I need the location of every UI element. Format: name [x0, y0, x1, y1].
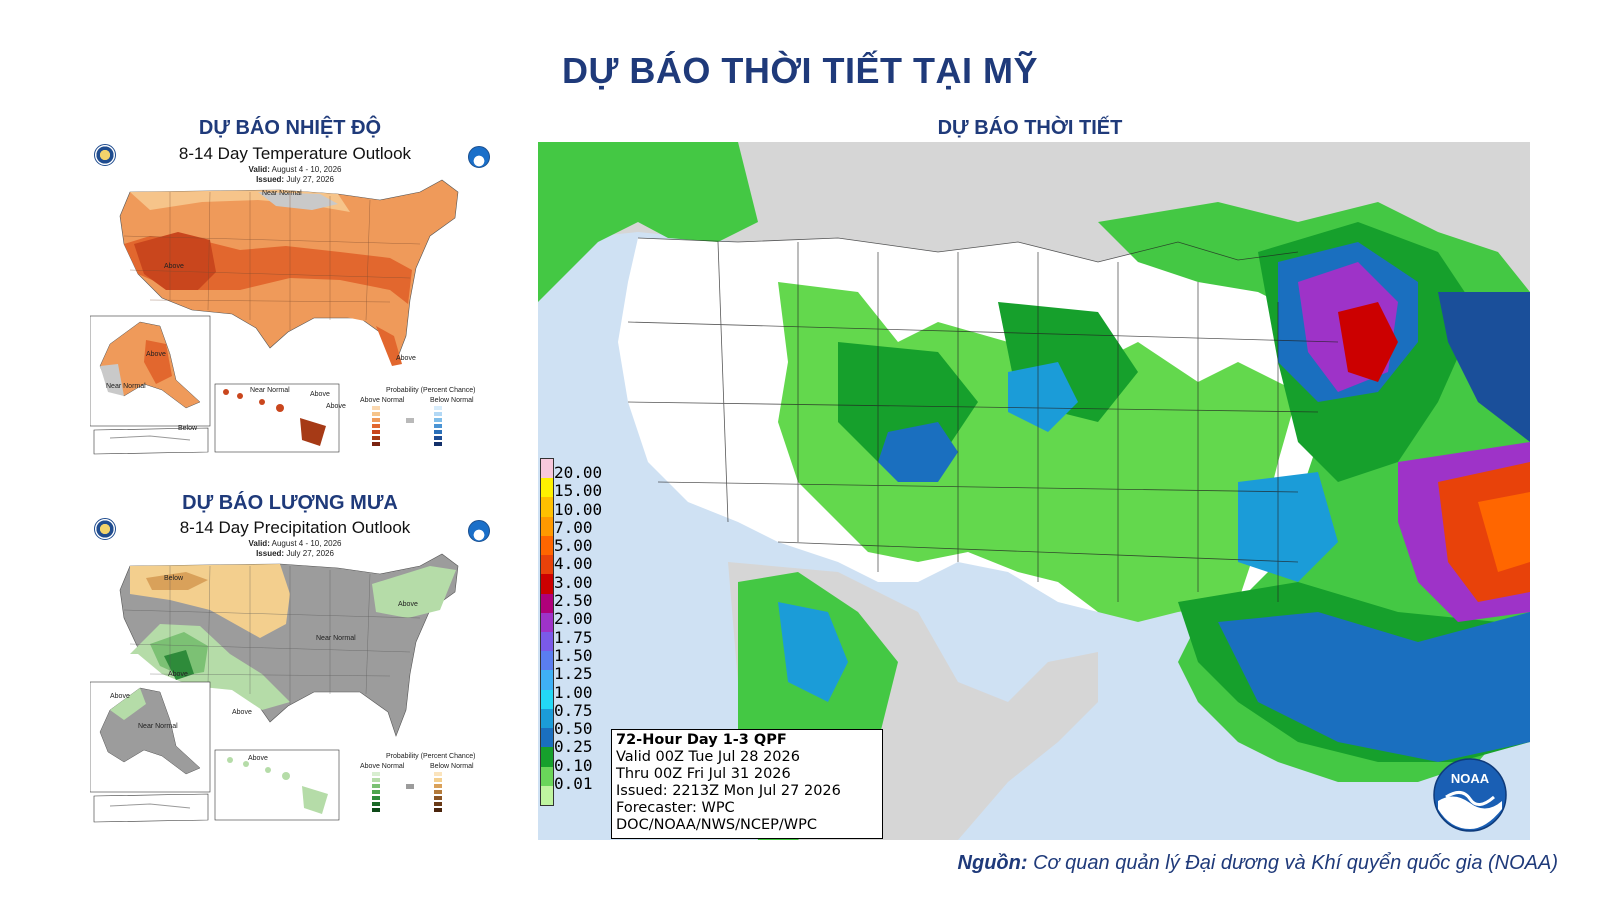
doc-seal-icon — [94, 144, 116, 166]
qpf-legend-label: 0.50 — [554, 719, 593, 739]
qpf-legend-swatch — [541, 766, 553, 786]
svg-text:Below: Below — [164, 575, 184, 582]
qpf-legend-swatch — [541, 516, 553, 536]
svg-text:NOAA: NOAA — [1451, 771, 1490, 786]
qpf-section-title: DỰ BÁO THỜI TIẾT — [937, 117, 1123, 139]
precipitation-section-title: DỰ BÁO LƯỢNG MƯA — [182, 492, 398, 514]
temperature-issued-line: Issued: July 27, 2026 — [256, 175, 334, 184]
qpf-legend-label: 1.75 — [554, 627, 593, 647]
svg-text:Above Normal: Above Normal — [360, 763, 405, 770]
svg-text:Probability (Percent Chance): Probability (Percent Chance) — [386, 387, 476, 394]
qpf-legend-label: 2.50 — [554, 591, 593, 611]
qpf-legend-label: 15.00 — [554, 481, 603, 501]
svg-text:Near Normal: Near Normal — [262, 190, 302, 197]
qpf-legend-swatch — [541, 631, 553, 652]
qpf-legend-swatch — [541, 747, 553, 767]
temperature-outlook-map: 8-14 Day Temperature Outlook Valid: Augu… — [90, 140, 500, 466]
precipitation-valid-line: Valid: August 4 - 10, 2026 — [248, 539, 342, 548]
page-title: DỰ BÁO THỜI TIẾT TẠI MỸ — [561, 50, 1039, 91]
temperature-section-title: DỰ BÁO NHIỆT ĐỘ — [198, 117, 382, 139]
qpf-legend-swatch — [541, 689, 553, 709]
precipitation-map-shapes: Below Above Near Normal Above Above Abov… — [90, 553, 476, 823]
qpf-legend-label: 0.10 — [554, 755, 593, 775]
qpf-info-agency: DOC/NOAA/NWS/NCEP/WPC — [616, 817, 817, 833]
qpf-color-legend — [540, 458, 554, 806]
qpf-legend-label: 2.00 — [554, 609, 593, 629]
qpf-legend-label: 0.25 — [554, 737, 593, 757]
qpf-legend-swatch — [541, 785, 553, 805]
svg-text:Near Normal: Near Normal — [106, 383, 146, 390]
qpf-info-issued: Issued: 2213Z Mon Jul 27 2026 — [616, 783, 841, 799]
temperature-valid-line: Valid: August 4 - 10, 2026 — [248, 165, 342, 174]
svg-text:Below Normal: Below Normal — [430, 763, 474, 770]
qpf-legend-swatch — [541, 728, 553, 748]
qpf-legend-label: 3.00 — [554, 572, 593, 592]
qpf-legend-label: 20.00 — [554, 463, 603, 482]
noaa-logo-icon: NOAA — [1433, 758, 1507, 832]
svg-text:Probability (Percent Chance): Probability (Percent Chance) — [386, 753, 476, 760]
qpf-legend-label: 4.00 — [554, 554, 593, 574]
svg-text:Above: Above — [310, 391, 330, 398]
noaa-small-logo-icon — [468, 520, 490, 542]
qpf-legend-swatch — [541, 708, 553, 729]
precipitation-issued-line: Issued: July 27, 2026 — [256, 549, 334, 558]
svg-text:Above: Above — [146, 351, 166, 358]
precipitation-outlook-map: 8-14 Day Precipitation Outlook Valid: Au… — [90, 514, 500, 840]
qpf-info-thru: Thru 00Z Fri Jul 31 2026 — [616, 766, 791, 782]
qpf-legend-swatch — [541, 612, 553, 632]
svg-text:Above: Above — [164, 263, 184, 270]
qpf-legend-labels: 20.00 15.00 10.00 7.00 5.00 4.00 3.00 2.50 2.00 1… — [554, 463, 603, 794]
temperature-map-shapes: Near Normal Above Above Above Near Norma… — [90, 179, 476, 455]
qpf-map — [538, 142, 1530, 840]
qpf-legend-swatch — [541, 651, 553, 671]
qpf-legend-swatch — [541, 670, 553, 690]
qpf-info-box: 72-Hour Day 1-3 QPF Valid 00Z Tue Jul 28… — [611, 729, 883, 839]
svg-text:Above: Above — [232, 709, 252, 716]
qpf-legend-swatch — [541, 555, 553, 575]
qpf-legend-label: 10.00 — [554, 499, 603, 519]
svg-text:Below Normal: Below Normal — [430, 397, 474, 404]
qpf-legend-label: 5.00 — [554, 536, 593, 556]
svg-text:Above: Above — [396, 355, 416, 362]
qpf-legend-label: 1.50 — [554, 645, 593, 665]
qpf-legend-swatch — [541, 459, 553, 479]
svg-text:Near Normal: Near Normal — [250, 387, 290, 394]
qpf-legend-swatch — [541, 478, 553, 498]
qpf-legend-swatch — [541, 593, 553, 613]
svg-text:Above: Above — [110, 693, 130, 700]
svg-text:Above: Above — [398, 601, 418, 608]
qpf-legend-label: 1.00 — [554, 682, 593, 702]
noaa-small-logo-icon — [468, 146, 490, 168]
qpf-map-shapes — [538, 142, 1530, 840]
svg-text:Above: Above — [326, 403, 346, 410]
svg-text:Above: Above — [248, 755, 268, 762]
svg-text:Near Normal: Near Normal — [138, 723, 178, 730]
qpf-legend-label: 1.25 — [554, 664, 593, 684]
qpf-info-valid: Valid 00Z Tue Jul 28 2026 — [616, 749, 800, 765]
svg-text:Near Normal: Near Normal — [316, 635, 356, 642]
qpf-legend-label: 0.01 — [554, 774, 593, 794]
qpf-legend-label: 0.75 — [554, 700, 593, 720]
svg-text:Above: Above — [168, 671, 188, 678]
qpf-legend-label: 7.00 — [554, 517, 593, 537]
qpf-legend-swatch — [541, 574, 553, 594]
doc-seal-icon — [94, 518, 116, 540]
svg-text:Below: Below — [178, 425, 198, 432]
temperature-map-title: 8-14 Day Temperature Outlook — [178, 144, 412, 163]
qpf-info-forecaster: Forecaster: WPC — [616, 800, 735, 816]
qpf-info-title: 72-Hour Day 1-3 QPF — [616, 732, 787, 748]
precipitation-map-title: 8-14 Day Precipitation Outlook — [179, 518, 411, 537]
qpf-legend-swatch — [541, 497, 553, 517]
qpf-legend-swatch — [541, 535, 553, 556]
source-caption: Nguồn: Cơ quan quản lý Đại dương và Khí … — [957, 852, 1558, 874]
svg-text:Above Normal: Above Normal — [360, 397, 405, 404]
